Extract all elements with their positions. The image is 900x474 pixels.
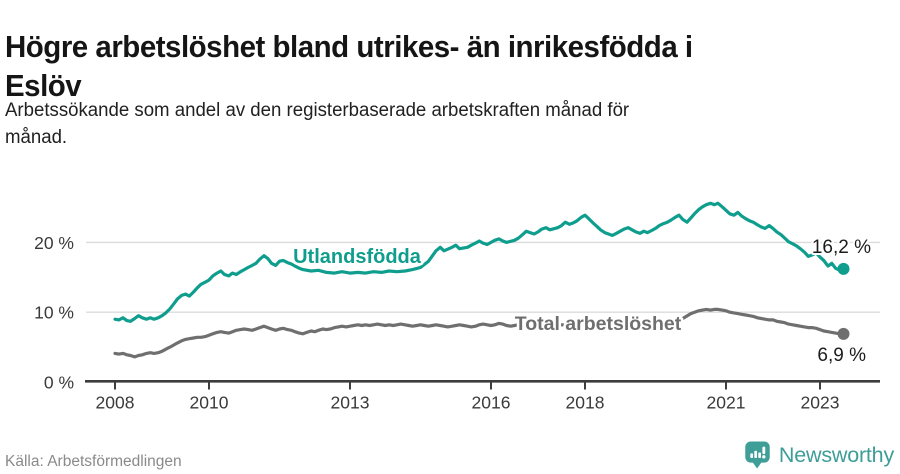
x-tick-label: 2023 — [801, 393, 840, 413]
y-tick-label: 20 % — [34, 233, 74, 253]
page-title: Högre arbetslöshet bland utrikes- än inr… — [5, 27, 846, 105]
x-tick-label: 2016 — [472, 393, 511, 413]
x-tick-label: 2021 — [707, 393, 746, 413]
page-subtitle-line-1: Arbetssökande som andel av den registerb… — [5, 100, 630, 121]
series-end-value-label: 6,9 % — [817, 345, 866, 366]
x-tick-label: 2008 — [96, 393, 135, 413]
y-tick-label: 0 % — [44, 373, 74, 393]
series-end-dot — [837, 327, 850, 340]
x-tick-label: 2013 — [331, 393, 370, 413]
source-note: Källa: Arbetsförmedlingen — [5, 453, 182, 470]
y-tick-label: 10 % — [34, 303, 74, 323]
page-title-line-1: Högre arbetslöshet bland utrikes- än inr… — [5, 28, 693, 64]
series-inline-label: Utlandsfödda — [293, 246, 422, 268]
newsworthy-bubble-chart-icon — [745, 441, 770, 469]
page-subtitle: Arbetssökande som andel av den registerb… — [5, 97, 750, 151]
series-line-utlandsfodda — [113, 201, 846, 323]
page-title-line-2: Eslöv — [5, 67, 82, 103]
series-end-value-label: 16,2 % — [812, 237, 871, 258]
series-end-dot — [837, 262, 850, 275]
series-line-total — [113, 307, 846, 359]
x-tick-label: 2018 — [566, 393, 605, 413]
page-subtitle-line-2: månad. — [5, 127, 68, 148]
newsworthy-logo-text: Newsworthy — [778, 442, 894, 467]
newsworthy-logo: Newsworthy — [744, 440, 894, 470]
series-inline-label: Total arbetslöshet — [515, 313, 682, 335]
x-tick-label: 2010 — [190, 393, 229, 413]
